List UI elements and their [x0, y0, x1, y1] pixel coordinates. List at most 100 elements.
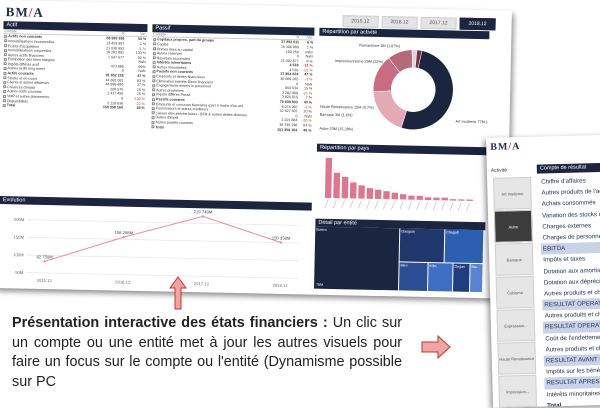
pays-bar[interactable]	[383, 191, 390, 200]
activite-tab[interactable]: Expression...	[496, 308, 536, 342]
period-tab[interactable]: 2016.12	[381, 15, 418, 29]
expand-checkbox-icon[interactable]	[152, 70, 156, 74]
compte-resultat-item[interactable]: Achats consommés	[541, 199, 596, 208]
expand-checkbox-icon[interactable]	[152, 79, 156, 83]
pays-bar[interactable]	[374, 189, 382, 200]
expand-checkbox-icon[interactable]	[152, 51, 156, 55]
entite-treemap[interactable]: Botero Gauguin Chagall Miro Klim Degas M…	[314, 226, 485, 295]
compte-resultat-item[interactable]: Charges de personnel	[542, 232, 600, 242]
pays-bar[interactable]	[424, 197, 432, 201]
activite-donut-chart[interactable]: Romanisme 3M (1,87%) Impressionnisme 29M …	[317, 36, 497, 142]
compte-resultat-item[interactable]: RESULTAT OPERATIONNE	[542, 319, 600, 334]
treemap-cell-klim[interactable]: Klim	[427, 263, 453, 292]
treemap-cell-chagall[interactable]: Chagall	[444, 229, 484, 264]
treemap-cell-other[interactable]: Ma...	[469, 263, 483, 293]
treemap-cell-botero[interactable]: Botero	[314, 226, 400, 291]
pays-bar[interactable]	[416, 195, 423, 200]
pays-bar[interactable]	[466, 199, 473, 201]
account-value: 150 358 164	[102, 105, 123, 110]
expand-checkbox-icon[interactable]	[151, 120, 155, 124]
expand-checkbox-icon[interactable]	[3, 80, 7, 84]
expand-checkbox-icon[interactable]	[4, 39, 8, 43]
expand-checkbox-icon[interactable]	[3, 62, 7, 66]
pays-bar[interactable]	[449, 199, 457, 201]
expand-checkbox-icon[interactable]	[151, 102, 155, 106]
pays-bar[interactable]	[458, 199, 465, 201]
pays-bar[interactable]	[366, 188, 374, 199]
treemap-cell-gauguin[interactable]: Gauguin	[399, 228, 445, 263]
pays-bar[interactable]	[408, 195, 415, 200]
account-name: Capital	[157, 42, 169, 47]
pays-bar[interactable]	[324, 157, 333, 198]
expand-checkbox-icon[interactable]	[3, 48, 7, 52]
donut-slice[interactable]	[415, 49, 423, 69]
donut-slice[interactable]	[400, 50, 454, 130]
expand-checkbox-icon[interactable]	[3, 90, 7, 94]
pays-tick	[466, 202, 470, 211]
expand-checkbox-icon[interactable]	[3, 53, 7, 57]
activite-tab[interactable]: Haute Renaissance	[497, 341, 537, 375]
data-point[interactable]	[201, 215, 205, 218]
expand-checkbox-icon[interactable]	[3, 85, 7, 89]
activite-tab[interactable]: Art moderne	[493, 176, 532, 210]
expand-checkbox-icon[interactable]	[151, 106, 155, 111]
pays-bar-chart[interactable]	[316, 152, 487, 218]
expand-checkbox-icon[interactable]	[152, 74, 156, 78]
data-point[interactable]	[279, 241, 283, 244]
pays-bar[interactable]	[441, 197, 448, 201]
pays-bar[interactable]	[399, 194, 407, 200]
pays-bar[interactable]	[333, 172, 341, 199]
expand-checkbox-icon[interactable]	[2, 103, 6, 107]
pays-bar[interactable]	[341, 176, 349, 199]
donut-slice[interactable]	[373, 90, 407, 129]
pays-tick	[407, 201, 412, 210]
expand-checkbox-icon[interactable]	[151, 97, 155, 101]
expand-checkbox-icon[interactable]	[152, 61, 156, 65]
pays-bar[interactable]	[391, 192, 399, 200]
activite-tab[interactable]: Cubisme	[495, 275, 535, 309]
expand-checkbox-icon[interactable]	[4, 35, 8, 39]
evolution-line-chart[interactable]: 200M 150M 100M 50M 82 750M 2015.12 156 298M 201…	[0, 204, 312, 293]
pays-tick	[416, 201, 420, 210]
activite-tab[interactable]: Impression...	[498, 374, 538, 408]
expand-checkbox-icon[interactable]	[152, 65, 156, 69]
expand-checkbox-icon[interactable]	[152, 56, 156, 60]
expand-checkbox-icon[interactable]	[152, 47, 157, 51]
expand-checkbox-icon[interactable]	[2, 99, 6, 103]
pays-bar[interactable]	[358, 185, 365, 199]
expand-checkbox-icon[interactable]	[152, 93, 156, 97]
compte-resultat-item[interactable]: Dotation aux amortisse	[543, 266, 600, 276]
expand-checkbox-icon[interactable]	[4, 44, 8, 48]
expand-checkbox-icon[interactable]	[152, 84, 156, 88]
evolution-line[interactable]	[44, 213, 282, 266]
data-point[interactable]	[43, 260, 46, 263]
pays-bar[interactable]	[349, 182, 357, 199]
pays-tick	[341, 200, 345, 209]
expand-checkbox-icon[interactable]	[3, 57, 7, 61]
period-tab[interactable]: 2017.12	[420, 16, 457, 30]
activite-tab[interactable]: Baroque	[494, 242, 534, 276]
period-tab[interactable]: 2018.12	[459, 17, 496, 31]
treemap-cell-miro[interactable]: Miro	[399, 262, 428, 292]
expand-checkbox-icon[interactable]	[151, 116, 155, 120]
activite-tab[interactable]: Autre	[493, 209, 533, 243]
expand-checkbox-icon[interactable]	[3, 71, 7, 75]
compte-resultat-item[interactable]: RESULTAT APRES IMPO	[544, 375, 600, 390]
period-tab[interactable]: 2015.12	[342, 15, 379, 28]
expand-checkbox-icon[interactable]	[3, 67, 7, 71]
pays-bar[interactable]	[433, 197, 440, 201]
expand-checkbox-icon[interactable]	[153, 42, 157, 46]
expand-checkbox-icon[interactable]	[152, 88, 156, 92]
bma-logo: BM/A	[5, 4, 44, 20]
expand-checkbox-icon[interactable]	[151, 111, 155, 115]
donut-label: Autre 23M (15,28%)	[319, 127, 354, 132]
expand-checkbox-icon[interactable]	[2, 94, 7, 98]
arrow-up-icon	[169, 276, 187, 310]
entite-panel: Détail par entité Botero Gauguin Chagall…	[314, 218, 486, 295]
compte-resultat-item[interactable]: Intérêts minoritaires	[546, 389, 600, 399]
expand-checkbox-icon[interactable]	[3, 76, 7, 80]
expand-checkbox-icon[interactable]	[151, 125, 155, 129]
treemap-cell-degas[interactable]: Degas	[452, 263, 470, 292]
data-point[interactable]	[122, 235, 125, 239]
expand-checkbox-icon[interactable]	[153, 38, 157, 42]
